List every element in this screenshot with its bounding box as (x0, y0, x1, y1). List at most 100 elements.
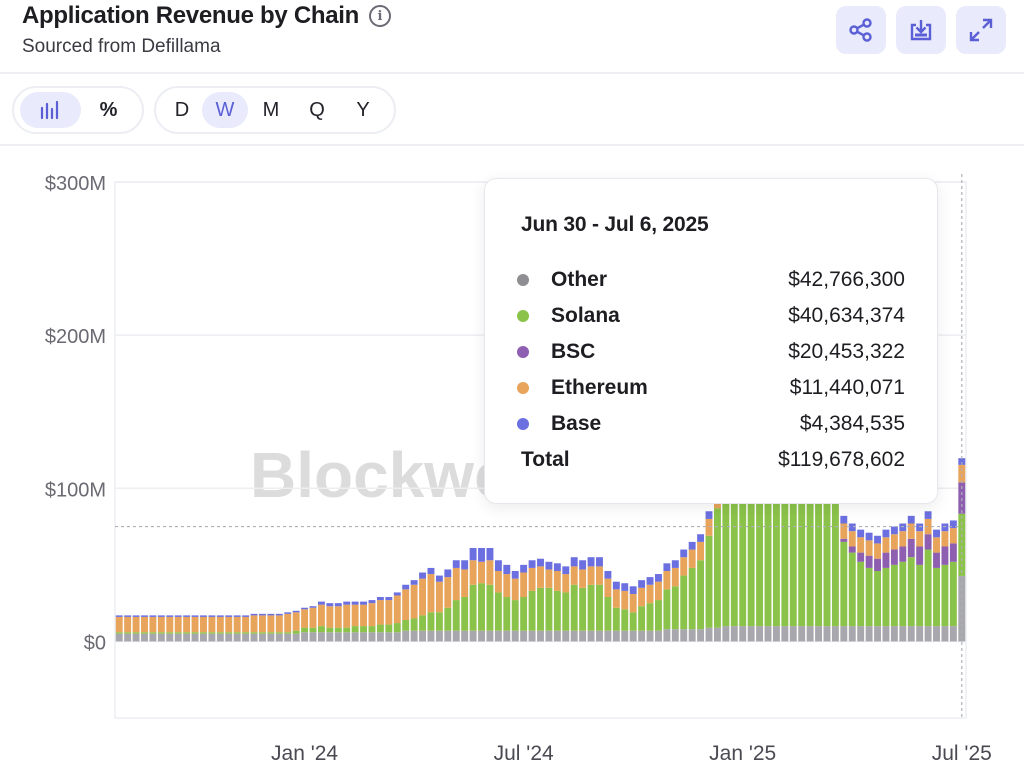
bar-segment-ethereum[interactable] (132, 616, 140, 633)
bar-segment-solana[interactable] (385, 624, 393, 633)
bar-segment-solana[interactable] (823, 503, 831, 627)
bar-segment-base[interactable] (486, 548, 494, 561)
bar-segment-solana[interactable] (124, 632, 132, 634)
bar-segment-ethereum[interactable] (191, 616, 199, 633)
bar-segment-ethereum[interactable] (208, 616, 216, 633)
bar-segment-solana[interactable] (435, 612, 443, 631)
bar-segment-base[interactable] (461, 560, 469, 570)
bar-segment-ethereum[interactable] (528, 567, 536, 591)
bar-segment-bsc[interactable] (848, 546, 856, 553)
bar-segment-base[interactable] (275, 613, 283, 616)
bar-segment-bsc[interactable] (857, 552, 865, 562)
bar-segment-solana[interactable] (461, 597, 469, 631)
bar-segment-bsc[interactable] (874, 558, 881, 571)
bar-segment-solana[interactable] (275, 632, 283, 634)
bar-segment-base[interactable] (882, 529, 890, 538)
bar-segment-ethereum[interactable] (410, 584, 418, 619)
bar-segment-solana[interactable] (402, 619, 410, 631)
bar-segment-solana[interactable] (141, 632, 148, 634)
bar-segment-ethereum[interactable] (452, 567, 460, 601)
bar-segment-other[interactable] (604, 630, 612, 642)
bar-segment-base[interactable] (537, 558, 544, 567)
bar-segment-other[interactable] (225, 633, 233, 642)
bar-segment-ethereum[interactable] (663, 570, 671, 590)
bar-segment-solana[interactable] (890, 564, 898, 627)
bar-segment-other[interactable] (629, 630, 637, 642)
bar-segment-solana[interactable] (781, 500, 789, 627)
bar-segment-other[interactable] (242, 633, 250, 642)
bar-segment-other[interactable] (646, 630, 654, 642)
bar-segment-ethereum[interactable] (343, 604, 351, 628)
bar-segment-ethereum[interactable] (393, 595, 401, 624)
bar-segment-base[interactable] (916, 523, 924, 532)
bar-segment-ethereum[interactable] (941, 531, 949, 547)
bar-segment-base[interactable] (671, 560, 679, 568)
bar-segment-solana[interactable] (848, 552, 856, 627)
bar-segment-ethereum[interactable] (267, 615, 275, 633)
bar-segment-other[interactable] (857, 626, 865, 642)
bar-segment-base[interactable] (579, 560, 587, 570)
bar-segment-solana[interactable] (688, 567, 696, 630)
bar-segment-bsc[interactable] (949, 543, 957, 562)
bar-segment-other[interactable] (402, 630, 410, 642)
bar-segment-other[interactable] (267, 633, 275, 642)
bar-segment-bsc[interactable] (916, 546, 924, 565)
bar-segment-other[interactable] (200, 633, 207, 642)
bar-segment-other[interactable] (663, 629, 671, 642)
bar-segment-solana[interactable] (216, 632, 224, 634)
bar-segment-other[interactable] (907, 626, 915, 642)
bar-segment-base[interactable] (478, 548, 485, 562)
bar-segment-base[interactable] (174, 615, 182, 617)
bar-segment-other[interactable] (115, 633, 123, 642)
bar-segment-solana[interactable] (756, 500, 764, 627)
info-icon[interactable]: i (369, 5, 391, 27)
bar-segment-other[interactable] (410, 630, 418, 642)
bar-segment-bsc[interactable] (907, 538, 915, 558)
bar-segment-solana[interactable] (317, 626, 325, 633)
bar-segment-other[interactable] (444, 630, 452, 642)
bar-segment-solana[interactable] (393, 623, 401, 633)
bar-segment-base[interactable] (865, 532, 873, 541)
bar-segment-solana[interactable] (874, 570, 881, 627)
bar-segment-base[interactable] (141, 615, 148, 617)
bar-segment-other[interactable] (216, 633, 224, 642)
bar-segment-solana[interactable] (242, 632, 250, 634)
bar-segment-other[interactable] (292, 633, 300, 642)
bar-segment-solana[interactable] (840, 541, 848, 627)
bar-segment-ethereum[interactable] (250, 615, 258, 633)
bar-segment-ethereum[interactable] (865, 540, 873, 556)
bar-segment-base[interactable] (840, 515, 848, 524)
bar-segment-base[interactable] (494, 560, 502, 571)
bar-segment-solana[interactable] (713, 508, 721, 628)
bar-segment-base[interactable] (435, 575, 443, 582)
bar-segment-other[interactable] (899, 626, 907, 642)
bar-segment-ethereum[interactable] (216, 616, 224, 633)
bar-segment-other[interactable] (553, 630, 561, 642)
bar-segment-ethereum[interactable] (149, 616, 157, 633)
bar-segment-other[interactable] (301, 632, 309, 642)
bar-segment-solana[interactable] (376, 624, 384, 633)
bar-segment-solana[interactable] (233, 632, 241, 634)
bar-segment-bsc[interactable] (924, 534, 932, 550)
bar-segment-base[interactable] (520, 564, 528, 573)
bar-segment-other[interactable] (764, 626, 772, 642)
period-quarter-button[interactable]: Q (309, 98, 325, 121)
bar-segment-other[interactable] (461, 630, 469, 642)
bar-segment-solana[interactable] (798, 500, 806, 627)
bar-segment-solana[interactable] (309, 627, 317, 633)
bar-segment-other[interactable] (806, 626, 814, 642)
bar-segment-other[interactable] (259, 633, 266, 642)
bar-segment-solana[interactable] (865, 567, 873, 627)
bar-segment-base[interactable] (604, 570, 612, 579)
bar-segment-other[interactable] (924, 626, 932, 642)
bar-segment-ethereum[interactable] (570, 566, 578, 585)
bar-segment-other[interactable] (537, 630, 544, 642)
bar-segment-other[interactable] (284, 633, 292, 642)
bar-segment-ethereum[interactable] (435, 581, 443, 613)
bar-segment-ethereum[interactable] (697, 541, 705, 561)
bar-segment-base[interactable] (225, 615, 233, 617)
bar-segment-base[interactable] (621, 583, 629, 591)
bar-segment-other[interactable] (166, 633, 174, 642)
period-week-button[interactable]: W (202, 92, 248, 128)
bar-segment-ethereum[interactable] (275, 615, 283, 633)
